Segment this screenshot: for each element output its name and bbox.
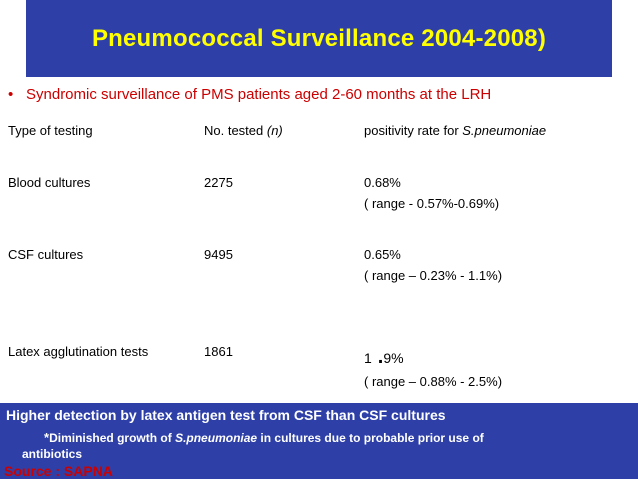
header-positivity-rate: positivity rate for S.pneumoniae [364, 121, 546, 141]
row-latex-range: ( range – 0.88% - 2.5%) [364, 374, 503, 389]
header-type-of-testing: Type of testing [8, 123, 93, 138]
header-no-tested-label: No. tested [204, 123, 267, 138]
row-latex-type: Latex agglutination tests [8, 344, 149, 359]
row-blood-rate: 0.68% [364, 175, 401, 190]
header-no-tested-n: (n) [266, 123, 283, 138]
row-blood-type: Blood cultures [8, 175, 91, 190]
row-latex-rate: 1.9% [364, 346, 404, 368]
conclusion-footer: Higher detection by latex antigen test f… [0, 403, 638, 479]
footer-note-text-a: Diminished growth of [49, 431, 176, 445]
header-positivity-organism: S.pneumoniae [462, 123, 547, 138]
row-blood-tested: 2275 [204, 175, 233, 190]
footer-note-asterisk: * [44, 430, 50, 445]
header-positivity-label: positivity rate for [364, 123, 463, 138]
row-latex-rate-dot: . [377, 346, 384, 368]
row-csf-type: CSF cultures [8, 247, 84, 262]
row-csf-tested: 9495 [204, 247, 233, 262]
header-no-tested: No. tested (n) [204, 121, 283, 141]
footer-source: Source : SAPNA [4, 463, 113, 479]
row-latex-rate-int: 1 [364, 350, 372, 366]
row-csf-range: ( range – 0.23% - 1.1%) [364, 268, 503, 283]
footer-note-organism: S.pneumoniae [175, 431, 258, 445]
row-blood-range: ( range - 0.57%-0.69%) [364, 196, 500, 211]
footer-note-continued: antibiotics [22, 447, 83, 461]
footer-note: *Diminished growth of S.pneumoniae in cu… [44, 430, 484, 445]
title-banner: Pneumococcal Surveillance 2004-2008) [26, 0, 612, 77]
bullet-point: • Syndromic surveillance of PMS patients … [8, 86, 491, 103]
footer-note-text-b: in cultures due to probable prior use of [257, 431, 484, 445]
row-latex-rate-frac: 9% [383, 350, 404, 366]
footer-conclusion: Higher detection by latex antigen test f… [6, 407, 446, 423]
row-latex-tested: 1861 [204, 344, 233, 359]
bullet-marker: • [8, 86, 14, 103]
page-title: Pneumococcal Surveillance 2004-2008) [91, 24, 547, 52]
bullet-text: Syndromic surveillance of PMS patients a… [26, 86, 492, 103]
row-csf-rate: 0.65% [364, 247, 401, 262]
